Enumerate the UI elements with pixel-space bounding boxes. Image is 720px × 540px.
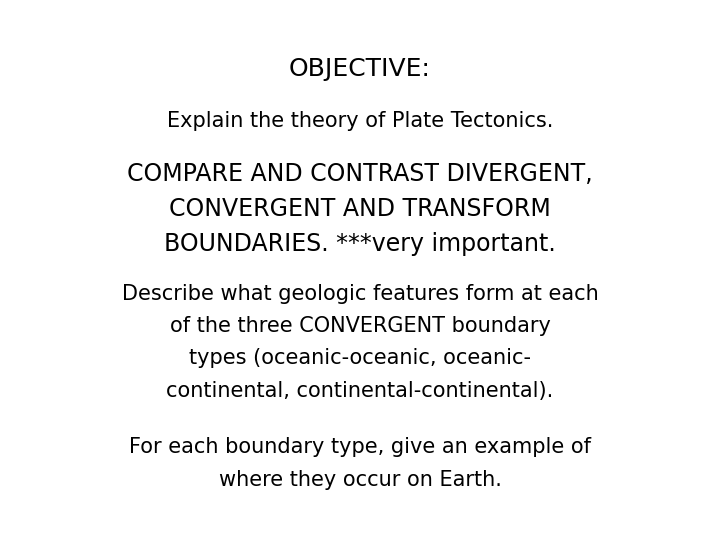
- Text: of the three CONVERGENT boundary: of the three CONVERGENT boundary: [170, 316, 550, 336]
- Text: where they occur on Earth.: where they occur on Earth.: [219, 470, 501, 490]
- Text: continental, continental-continental).: continental, continental-continental).: [166, 381, 554, 401]
- Text: types (oceanic-oceanic, oceanic-: types (oceanic-oceanic, oceanic-: [189, 348, 531, 368]
- Text: CONVERGENT AND TRANSFORM: CONVERGENT AND TRANSFORM: [169, 197, 551, 221]
- Text: OBJECTIVE:: OBJECTIVE:: [289, 57, 431, 80]
- Text: BOUNDARIES. ***very important.: BOUNDARIES. ***very important.: [164, 232, 556, 256]
- Text: COMPARE AND CONTRAST DIVERGENT,: COMPARE AND CONTRAST DIVERGENT,: [127, 162, 593, 186]
- Text: Describe what geologic features form at each: Describe what geologic features form at …: [122, 284, 598, 303]
- Text: Explain the theory of Plate Tectonics.: Explain the theory of Plate Tectonics.: [167, 111, 553, 131]
- Text: For each boundary type, give an example of: For each boundary type, give an example …: [129, 437, 591, 457]
